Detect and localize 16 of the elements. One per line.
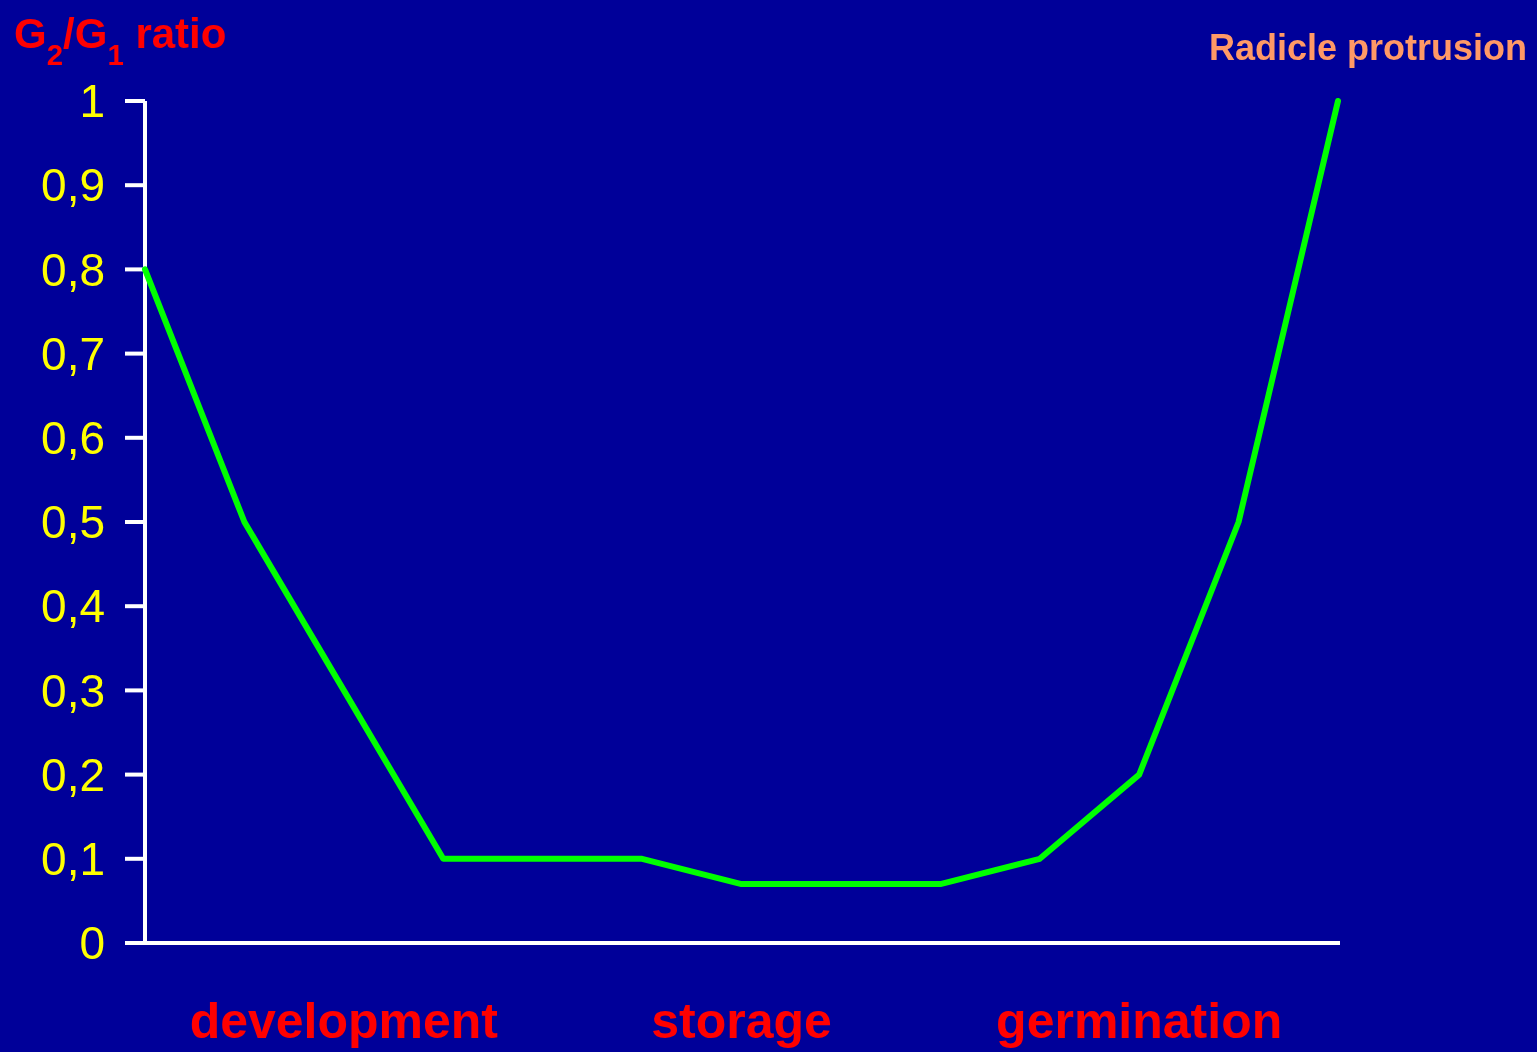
- y-tick-label: 0,9: [41, 159, 105, 212]
- y-tick-label: 0,8: [41, 243, 105, 296]
- y-tick-label: 0,7: [41, 327, 105, 380]
- text: Radicle protrusion: [1208, 27, 1527, 68]
- y-tick-label: 0,5: [41, 496, 105, 549]
- y-tick-label: 0,1: [41, 832, 105, 885]
- y-tick-label: 1: [79, 75, 105, 128]
- y-tick-label: 0,2: [41, 748, 105, 801]
- y-tick-label: 0,4: [41, 580, 105, 633]
- x-tick-label: storage: [651, 993, 832, 1049]
- y-tick-label: 0: [79, 917, 105, 970]
- x-tick-label: germination: [996, 993, 1283, 1049]
- y-tick-label: 0,3: [41, 664, 105, 717]
- y-axis-title: G$_{2}$/G$_{1}$ ratio: [14, 10, 227, 71]
- x-tick-label: development: [189, 993, 499, 1049]
- y-tick-label: 0,6: [41, 411, 105, 464]
